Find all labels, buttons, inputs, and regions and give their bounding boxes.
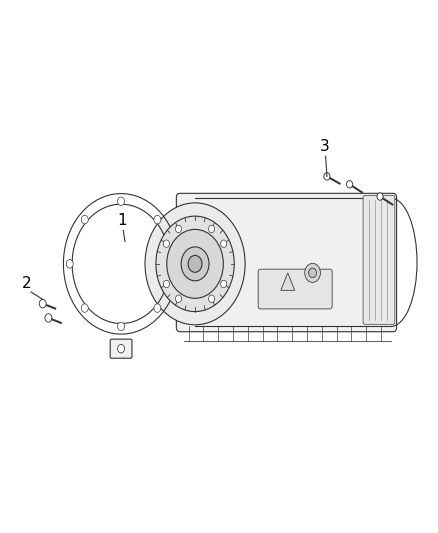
Circle shape: [66, 260, 73, 268]
Circle shape: [163, 280, 170, 288]
FancyBboxPatch shape: [110, 339, 132, 358]
Circle shape: [81, 304, 88, 312]
Circle shape: [154, 304, 161, 312]
Circle shape: [45, 314, 52, 322]
Circle shape: [154, 215, 161, 224]
Circle shape: [346, 181, 353, 188]
Text: 2: 2: [22, 276, 32, 291]
Circle shape: [117, 344, 124, 353]
Circle shape: [167, 229, 223, 298]
Circle shape: [163, 240, 170, 247]
Circle shape: [117, 197, 124, 206]
Text: 1: 1: [117, 213, 127, 228]
Circle shape: [145, 203, 245, 325]
Circle shape: [324, 173, 330, 180]
Circle shape: [377, 193, 383, 200]
Circle shape: [181, 247, 209, 281]
Circle shape: [117, 322, 124, 330]
Circle shape: [221, 240, 227, 247]
Circle shape: [208, 225, 215, 233]
Circle shape: [176, 225, 182, 233]
FancyBboxPatch shape: [258, 269, 332, 309]
FancyBboxPatch shape: [363, 196, 395, 324]
Circle shape: [39, 300, 46, 308]
Polygon shape: [281, 273, 295, 290]
Text: 3: 3: [320, 139, 330, 154]
Circle shape: [309, 268, 317, 278]
Circle shape: [221, 280, 227, 288]
Circle shape: [188, 255, 202, 272]
Circle shape: [208, 295, 215, 302]
FancyBboxPatch shape: [177, 193, 396, 332]
Circle shape: [81, 215, 88, 224]
Circle shape: [176, 295, 182, 302]
Circle shape: [305, 263, 321, 282]
Circle shape: [156, 216, 234, 312]
